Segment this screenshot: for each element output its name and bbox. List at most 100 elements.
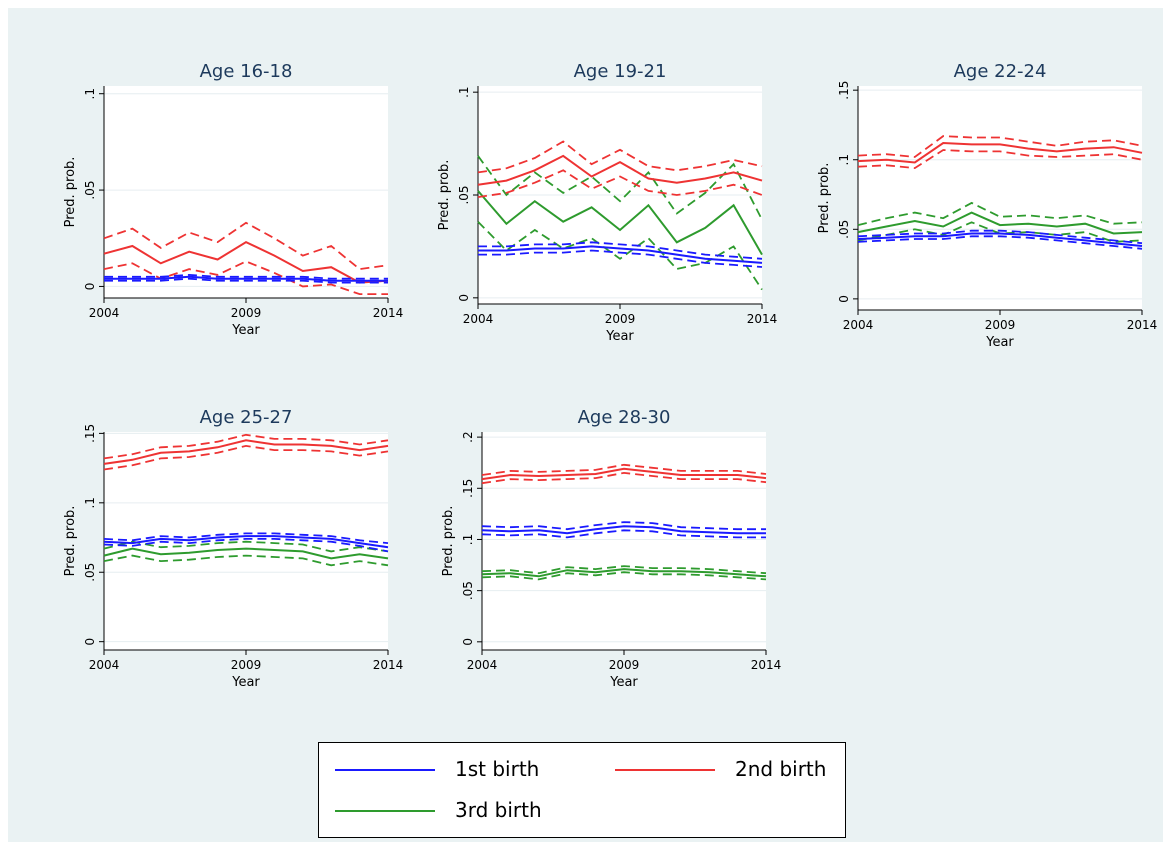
legend-swatch-3rd-birth xyxy=(335,810,435,812)
x-axis-title: Year xyxy=(231,323,260,338)
line-2nd-birth xyxy=(857,141,1143,164)
line-3rd-birth xyxy=(477,190,763,256)
y-tick-label: .1 xyxy=(457,86,471,97)
ci-upper-1st-birth xyxy=(104,273,388,280)
legend-label-1st-birth: 1st birth xyxy=(455,757,540,781)
panel-title: Age 28-30 xyxy=(578,407,671,428)
y-tick-label: .1 xyxy=(837,154,851,165)
plot-area xyxy=(858,86,1142,310)
y-tick-label: 0 xyxy=(461,638,475,646)
ci-lower-2nd-birth xyxy=(857,149,1143,170)
line-1st-birth xyxy=(478,245,763,264)
line-3rd-birth xyxy=(857,211,1143,235)
y-tick-label: .15 xyxy=(83,424,97,443)
x-tick-label: 2004 xyxy=(467,658,498,672)
line-1st-birth xyxy=(481,525,766,535)
y-tick-label: .15 xyxy=(837,81,851,100)
ci-lower-1st-birth xyxy=(857,235,1143,250)
y-axis-title: Pred. prob. xyxy=(63,506,78,577)
x-tick-label: 2014 xyxy=(373,658,404,672)
legend-item-1st-birth: 1st birth xyxy=(335,755,575,785)
ci-upper-3rd-birth xyxy=(103,540,389,553)
panel-title: Age 19-21 xyxy=(574,61,667,82)
x-tick-label: 2009 xyxy=(609,658,640,672)
ci-upper-2nd-birth xyxy=(477,140,763,174)
ci-upper-2nd-birth xyxy=(857,135,1143,158)
ci-lower-1st-birth xyxy=(104,277,388,284)
x-tick-label: 2004 xyxy=(463,312,494,326)
y-tick-label: 0 xyxy=(83,638,97,646)
panel-age-16-18: 0 .05 .1 2004 2009 2014 Year Pred. prob. Age 16-… xyxy=(63,61,403,338)
y-tick-label: .2 xyxy=(461,431,475,442)
ci-lower-1st-birth xyxy=(478,249,763,268)
ci-upper-3rd-birth xyxy=(481,565,767,575)
ci-lower-1st-birth xyxy=(103,538,389,553)
y-tick-label: .05 xyxy=(461,581,475,600)
y-tick-label: .15 xyxy=(461,479,475,498)
x-tick-label: 2014 xyxy=(751,658,782,672)
panel-age-19-21: 0 .05 .1 2004 2009 2014 Year Pred. prob. Age 19-… xyxy=(437,61,777,344)
legend-label-2nd-birth: 2nd birth xyxy=(735,757,827,781)
y-tick-label: .1 xyxy=(461,534,475,545)
y-axis-title: Pred. prob. xyxy=(441,506,456,577)
panel-title: Age 25-27 xyxy=(200,407,293,428)
x-tick-label: 2009 xyxy=(605,312,636,326)
y-tick-label: 0 xyxy=(837,295,851,303)
ci-upper-2nd-birth xyxy=(103,221,389,271)
line-1st-birth xyxy=(104,275,388,282)
ci-lower-3rd-birth xyxy=(481,571,767,581)
y-tick-label: .05 xyxy=(83,181,97,200)
panel-title: Age 22-24 xyxy=(954,61,1047,82)
y-tick-label: .05 xyxy=(457,185,471,204)
plot-area xyxy=(104,86,388,298)
panel-age-22-24: 0 .05 .1 .15 2004 2009 2014 Year Pred. prob. Age … xyxy=(817,61,1157,350)
line-2nd-birth xyxy=(481,467,767,481)
y-tick-label: .05 xyxy=(837,220,851,239)
ci-lower-3rd-birth xyxy=(477,221,763,291)
y-tick-label: 0 xyxy=(457,294,471,302)
x-axis-title: Year xyxy=(231,675,260,690)
x-tick-label: 2004 xyxy=(843,318,874,332)
ci-lower-3rd-birth xyxy=(103,554,389,567)
panel-title: Age 16-18 xyxy=(200,61,293,82)
figure-background: 0 .05 .1 2004 2009 2014 Year Pred. prob. Age 16-… xyxy=(8,8,1163,842)
ci-upper-2nd-birth xyxy=(103,433,389,460)
legend-label-3rd-birth: 3rd birth xyxy=(455,798,542,822)
ci-upper-3rd-birth xyxy=(857,201,1143,226)
ci-upper-3rd-birth xyxy=(477,155,763,221)
y-axis-title: Pred. prob. xyxy=(817,163,832,234)
x-tick-label: 2014 xyxy=(1127,318,1158,332)
y-axis-title: Pred. prob. xyxy=(63,157,78,228)
legend-item-2nd-birth: 2nd birth xyxy=(615,755,855,785)
y-tick-label: 0 xyxy=(83,283,97,291)
legend-item-3rd-birth: 3rd birth xyxy=(335,796,575,826)
line-2nd-birth xyxy=(477,154,763,186)
x-tick-label: 2009 xyxy=(985,318,1016,332)
x-tick-label: 2009 xyxy=(231,306,262,320)
ci-upper-2nd-birth xyxy=(481,463,767,476)
x-axis-title: Year xyxy=(609,675,638,690)
panel-age-25-27: 0 .05 .1 .15 2004 2009 2014 Year Pred. prob. Age … xyxy=(63,407,403,690)
ci-upper-1st-birth xyxy=(478,241,763,260)
x-tick-label: 2009 xyxy=(231,658,262,672)
ci-lower-2nd-birth xyxy=(103,260,388,296)
line-1st-birth xyxy=(103,535,389,549)
x-axis-title: Year xyxy=(985,335,1014,350)
line-3rd-birth xyxy=(481,568,767,578)
panel-age-28-30: 0 .05 .1 .15 .2 2004 2009 2014 Year Pred. prob. Ag… xyxy=(441,407,781,690)
ci-upper-1st-birth xyxy=(481,521,766,531)
y-axis-title: Pred. prob. xyxy=(437,160,452,231)
ci-upper-1st-birth xyxy=(857,229,1143,245)
legend-swatch-1st-birth xyxy=(335,769,435,771)
line-2nd-birth xyxy=(103,240,389,284)
legend: 1st birth 2nd birth 3rd birth xyxy=(318,742,846,838)
y-tick-label: .1 xyxy=(83,88,97,99)
ci-lower-2nd-birth xyxy=(103,444,389,471)
x-tick-label: 2004 xyxy=(89,658,120,672)
x-tick-label: 2014 xyxy=(747,312,778,326)
ci-lower-1st-birth xyxy=(481,529,766,539)
x-tick-label: 2004 xyxy=(89,306,120,320)
x-axis-title: Year xyxy=(605,329,634,344)
ci-upper-1st-birth xyxy=(103,532,389,544)
ci-lower-2nd-birth xyxy=(477,169,763,198)
